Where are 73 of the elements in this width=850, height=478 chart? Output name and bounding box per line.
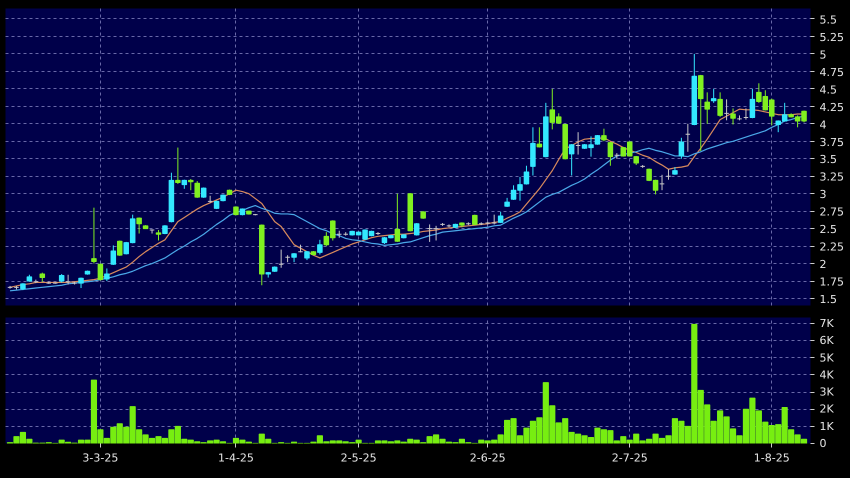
y-tick-label: 3.5 [820, 153, 837, 166]
y-tick-label: 2.25 [820, 240, 844, 254]
y-tick-label: 7K [820, 317, 834, 330]
candlestick [91, 207, 97, 264]
candlestick [188, 178, 194, 191]
candlestick [698, 74, 704, 152]
x-tick-label: 2-6-25 [470, 452, 506, 464]
candlestick [601, 128, 607, 142]
candlestick [278, 249, 284, 268]
candlestick [743, 108, 749, 120]
y-tick-label: 3.25 [820, 170, 844, 184]
y-tick-label: 1.75 [820, 276, 844, 289]
candlestick [710, 88, 716, 104]
y-tick-label: 5.25 [820, 30, 844, 44]
candlestick [730, 108, 736, 126]
candlestick [298, 244, 304, 253]
candlestick [659, 174, 665, 191]
y-tick-label: 2.75 [820, 206, 844, 219]
y-tick-label: 2 [820, 258, 826, 272]
x-tick-label: 2-5-25 [340, 452, 377, 464]
candlestick [750, 88, 756, 119]
candlestick [98, 263, 104, 281]
candlestick [717, 92, 723, 118]
candlestick [291, 252, 297, 263]
y-tick-label: 4.5 [820, 83, 837, 96]
candlestick [117, 240, 123, 256]
candlestick [678, 137, 684, 160]
x-tick-label: 1-4-25 [218, 452, 254, 464]
candlestick [317, 239, 323, 255]
candlestick [685, 123, 691, 152]
y-tick-label: 2.5 [820, 223, 837, 236]
candlestick [104, 268, 110, 282]
y-tick-label: 0 [820, 437, 826, 450]
y-tick-label: 3 [820, 188, 826, 202]
candlestick [504, 197, 510, 208]
y-tick-label: 5.5 [820, 13, 837, 26]
y-tick-label: 4K [820, 368, 834, 382]
candlestick [78, 277, 84, 289]
candlestick [666, 168, 672, 180]
candlestick [426, 224, 432, 242]
candlestick [414, 222, 420, 236]
candlestick [182, 179, 188, 190]
x-tick-label: 1-8-25 [754, 452, 790, 464]
candlestick [40, 272, 46, 282]
x-tick-label: 3-3-25 [82, 452, 118, 464]
y-tick-label: 4 [820, 118, 826, 132]
candlestick [530, 126, 536, 176]
x-tick-label: 2-7-25 [612, 452, 648, 464]
y-tick-label: 3K [820, 386, 834, 399]
y-tick-label: 3.75 [820, 136, 844, 149]
candlestick [65, 274, 71, 286]
y-tick-label: 4.25 [820, 100, 844, 114]
candlestick [194, 180, 200, 198]
y-tick-label: 5 [820, 48, 826, 62]
y-tick-label: 6K [820, 334, 834, 348]
candlestick [704, 92, 710, 124]
candlestick [491, 214, 497, 225]
candlestick [568, 144, 574, 176]
candlestick [136, 216, 142, 234]
y-tick-label: 4.75 [820, 66, 844, 79]
candlestick [394, 193, 400, 242]
y-tick-label: 5K [820, 351, 834, 364]
candlestick [156, 230, 162, 242]
candlestick [433, 225, 439, 242]
y-tick-label: 2K [820, 402, 834, 416]
y-tick-label: 1.5 [820, 293, 837, 306]
y-tick-label: 1K [820, 420, 834, 433]
candlestick [536, 126, 542, 148]
candlestick [575, 132, 581, 156]
candlestick [110, 244, 116, 266]
candlestick [175, 147, 181, 184]
candlestick [608, 141, 614, 166]
candlestick [724, 98, 730, 121]
